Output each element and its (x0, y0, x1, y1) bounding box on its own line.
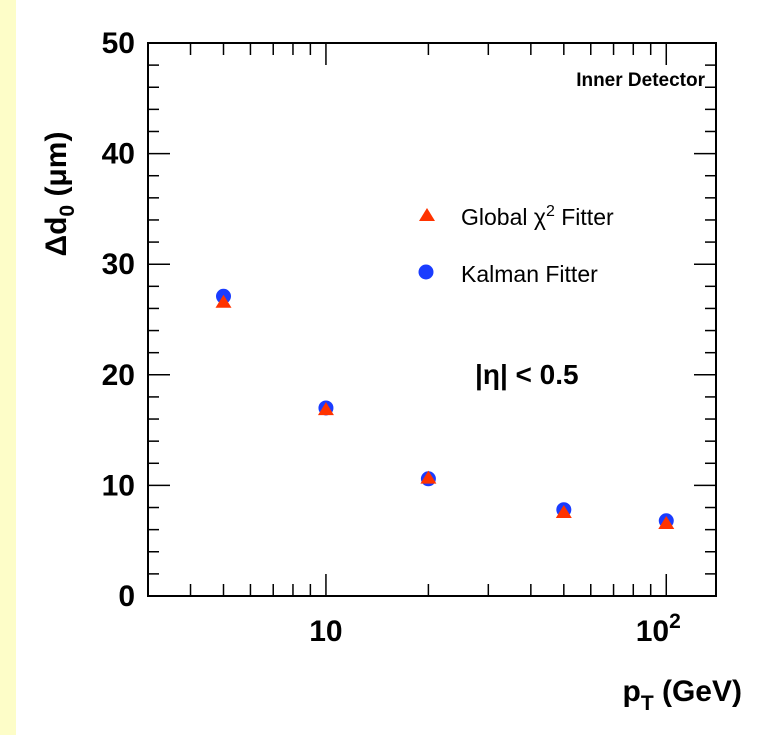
y-axis-label-unit: (μm) (40, 132, 73, 205)
detector-annotation: Inner Detector (576, 70, 705, 91)
x-tick-label-exponent: 2 (669, 610, 681, 633)
legend-fitter-text: Fitter (555, 204, 614, 230)
x-axis-tick-labels: 10 102 (309, 610, 681, 648)
y-axis-label-main: Δd (40, 217, 73, 257)
x-axis-label-unit: (GeV) (654, 675, 742, 708)
global-chi2-point (420, 470, 437, 484)
global-chi2-point (215, 294, 232, 308)
y-tick-label: 20 (102, 359, 135, 392)
y-tick-label: 10 (102, 469, 135, 502)
y-axis-ticks (148, 42, 716, 597)
x-axis-ticks (147, 43, 668, 596)
data-points (215, 288, 675, 530)
global-chi2-point (658, 516, 675, 530)
legend-marker-kalman (418, 264, 434, 280)
x-axis-label-main: p (622, 675, 640, 708)
plot-frame (147, 42, 717, 597)
plot-canvas (16, 0, 763, 735)
x-tick-label: 102 (636, 610, 681, 648)
y-tick-label: 50 (102, 27, 135, 60)
legend-label-global-chi2: Global χ2 Fitter (461, 203, 614, 230)
x-axis-label: pT (GeV) (622, 675, 742, 715)
eta-cut-label: |η| < 0.5 (475, 359, 579, 390)
y-tick-label: 0 (118, 580, 135, 613)
x-tick-label: 10 (309, 615, 342, 648)
y-axis-label: Δd0 (μm) (40, 132, 79, 257)
x-axis-label-sub: T (641, 692, 654, 715)
y-tick-label: 30 (102, 248, 135, 281)
x-tick-label-base: 10 (636, 615, 669, 648)
legend-global-text: Global (461, 204, 534, 230)
y-tick-label: 40 (102, 138, 135, 171)
y-axis-tick-labels: 0 10 20 30 40 50 (102, 27, 135, 613)
legend-chi-superscript: 2 (546, 203, 555, 220)
global-chi2-point (317, 402, 334, 416)
y-axis-label-sub: 0 (56, 205, 79, 217)
global-chi2-point (555, 504, 572, 518)
legend: Global χ2 Fitter Kalman Fitter (418, 203, 614, 287)
legend-label-kalman: Kalman Fitter (461, 261, 598, 287)
legend-chi-symbol: χ (534, 204, 546, 230)
legend-marker-global-chi2 (419, 208, 435, 221)
